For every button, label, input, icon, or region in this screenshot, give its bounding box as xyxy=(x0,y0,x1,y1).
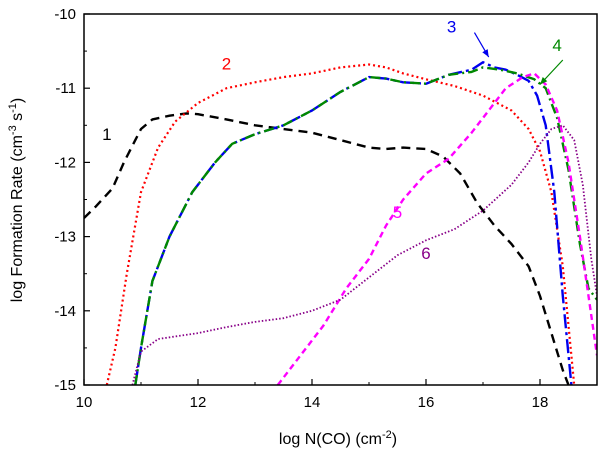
y-axis-title-sup2: -1 xyxy=(7,103,19,113)
y-axis-title-main: log Formation Rate (cm xyxy=(9,135,26,302)
tick-layer: 10 12 14 16 18-15-14-13-12-11-10 xyxy=(54,6,548,411)
series-line-2 xyxy=(105,63,576,385)
x-axis-title-tail: ) xyxy=(392,431,397,448)
y-axis-title-mid: s xyxy=(9,113,26,125)
x-axis-title-main: log N(CO) (cm xyxy=(279,431,382,448)
curve-label-1: 1 xyxy=(102,125,111,144)
x-axis-title-sup: -2 xyxy=(382,429,392,441)
series-line-6 xyxy=(131,124,597,385)
y-axis-title-tail: ) xyxy=(9,98,26,103)
x-axis-title: log N(CO) (cm-2) xyxy=(279,429,397,448)
y-tick-label: -13 xyxy=(54,229,76,246)
annotation-layer xyxy=(473,32,564,85)
series-line-5 xyxy=(276,72,597,385)
label-layer: 1 2 3 4 5 6 xyxy=(102,18,562,263)
y-tick-label: -15 xyxy=(54,377,76,394)
x-tick-label: 18 xyxy=(532,394,549,411)
x-tick-label: 12 xyxy=(190,394,207,411)
x-tick-label: 16 xyxy=(418,394,435,411)
y-tick-label: -14 xyxy=(54,303,76,320)
annotation-arrowhead-3 xyxy=(482,49,489,58)
x-tick-label: 14 xyxy=(304,394,321,411)
annotation-arrowhead-4 xyxy=(540,76,548,85)
y-tick-label: -11 xyxy=(55,80,76,97)
y-tick-label: -12 xyxy=(54,154,76,171)
series-line-1 xyxy=(84,112,570,385)
curve-label-4: 4 xyxy=(552,36,561,55)
series-line-3 xyxy=(134,61,573,385)
x-tick-label: 10 xyxy=(76,394,93,411)
curve-label-5: 5 xyxy=(393,203,402,222)
series-line-4 xyxy=(134,66,597,385)
series-layer xyxy=(84,61,597,385)
curve-label-3: 3 xyxy=(447,18,456,37)
y-axis-title-sup1: -3 xyxy=(7,125,19,135)
curve-label-6: 6 xyxy=(421,244,430,263)
y-axis-title: log Formation Rate (cm-3 s-1) xyxy=(7,98,26,303)
plot-frame xyxy=(83,13,598,386)
curve-label-2: 2 xyxy=(222,55,231,74)
y-tick-label: -10 xyxy=(54,6,76,23)
